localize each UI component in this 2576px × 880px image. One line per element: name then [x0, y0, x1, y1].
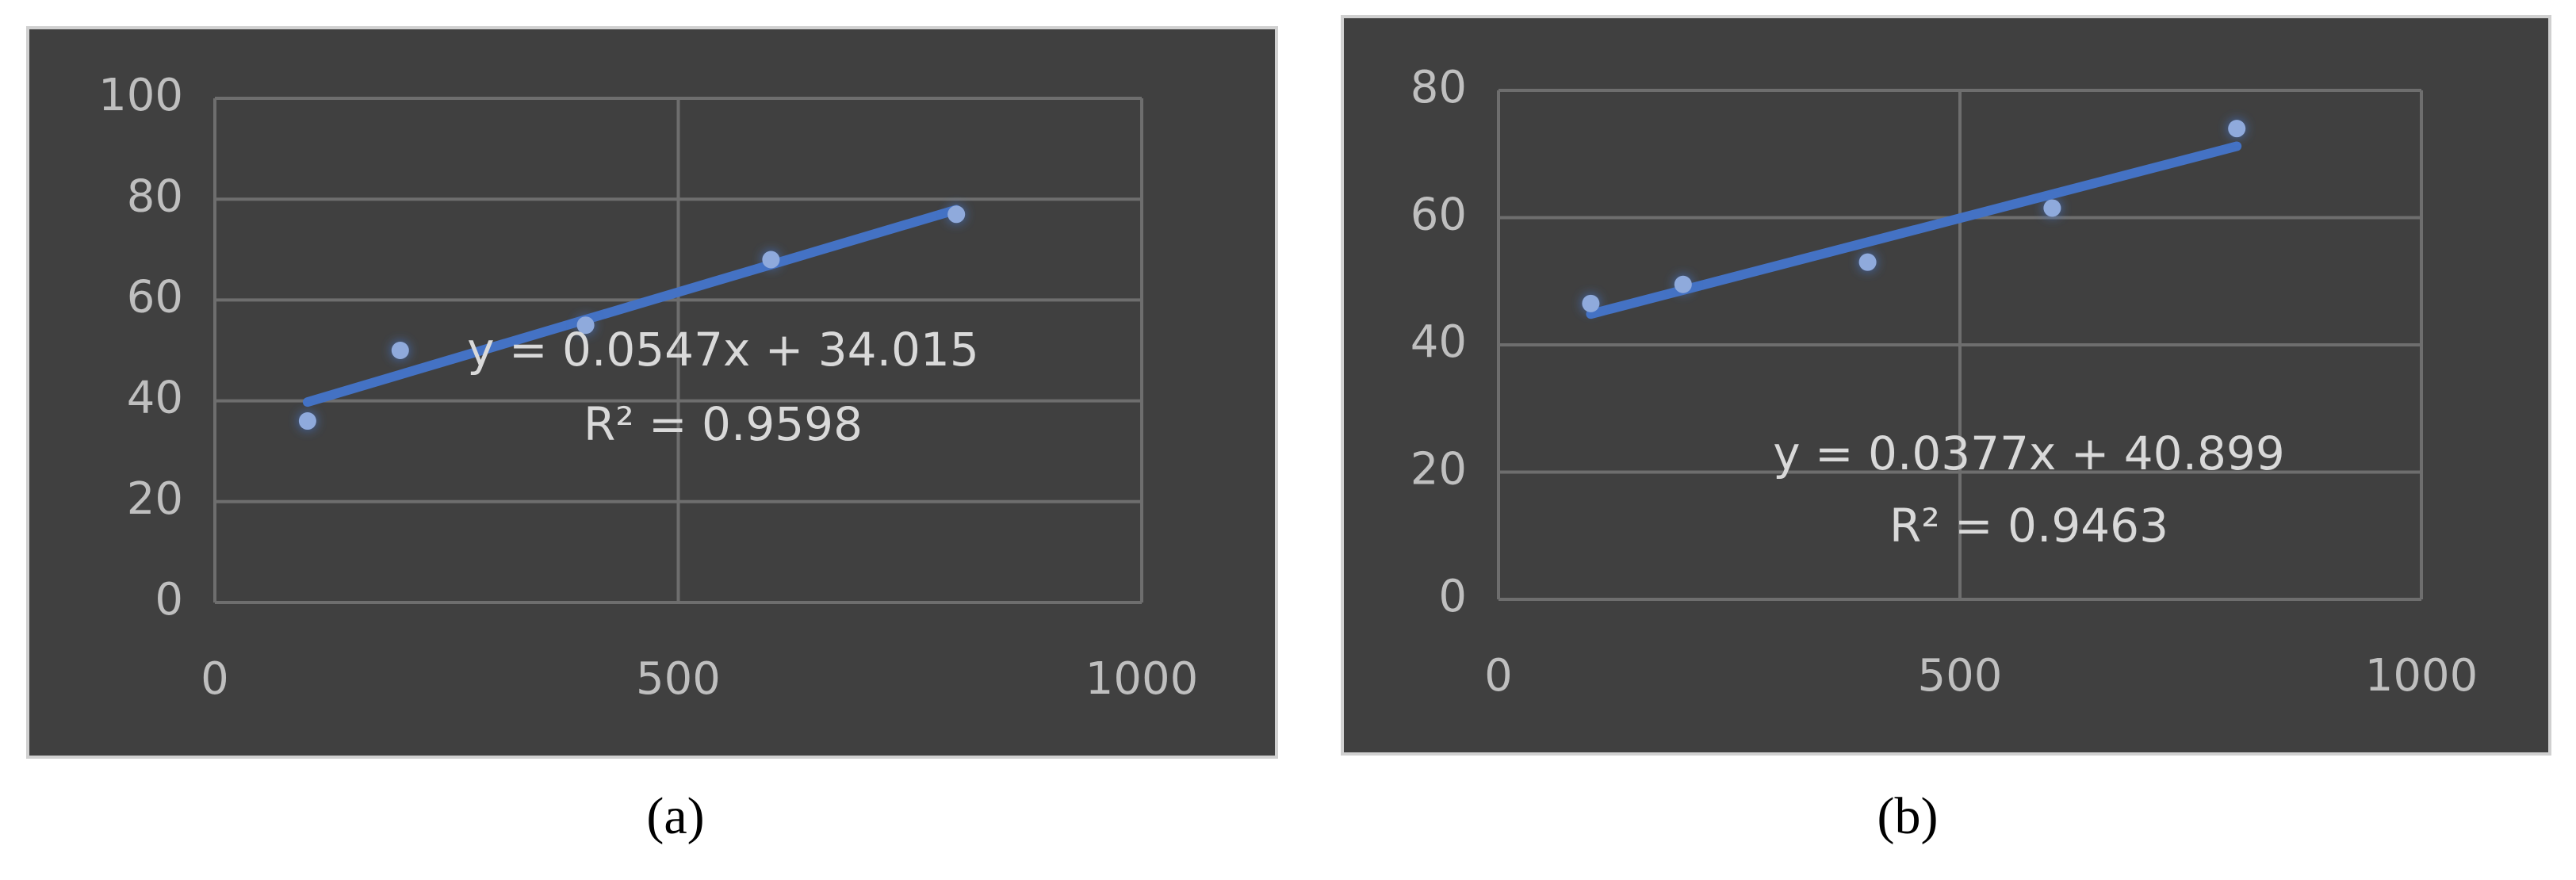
chart: 0 20 40 60 80 0 500 1000 y = 0.0377x + 40.899 R² … [1341, 15, 2551, 845]
data-point [1858, 253, 1877, 271]
x-tick-label: 0 [201, 653, 229, 705]
x-tick-label: 500 [1918, 650, 2003, 702]
caption: (a) [646, 787, 704, 845]
y-tick-label: 100 [98, 70, 183, 121]
trendline [302, 205, 962, 407]
data-point [298, 412, 316, 430]
y-tick-label: 0 [1438, 571, 1467, 622]
trendline-r-squared: R² = 0.9598 [584, 397, 863, 451]
y-tick-label: 20 [1410, 444, 1467, 495]
data-point [1582, 294, 1600, 312]
trendline-equation: y = 0.0377x + 40.899 [1773, 427, 2284, 480]
data-point [391, 342, 409, 359]
data-point [2228, 120, 2246, 138]
x-tick-label: 0 [1484, 650, 1513, 702]
x-tick-label: 1000 [1085, 653, 1199, 705]
y-tick-label: 20 [127, 473, 183, 525]
chart-panel [1341, 15, 2551, 756]
trendline [1586, 141, 2242, 319]
y-tick-label: 60 [127, 272, 183, 323]
data-point [576, 316, 595, 335]
chart-panel [26, 26, 1278, 759]
caption: (b) [1877, 787, 1939, 845]
x-tick-label: 500 [636, 653, 721, 705]
y-tick-label: 0 [155, 574, 183, 626]
data-point [1674, 275, 1692, 293]
trendline-r-squared: R² = 0.9463 [1889, 499, 2168, 553]
data-point [947, 205, 966, 224]
y-tick-label: 40 [1410, 316, 1467, 368]
y-tick-label: 40 [127, 373, 183, 424]
trendline-equation: y = 0.0547x + 34.015 [467, 323, 978, 377]
y-tick-label: 80 [127, 170, 183, 222]
y-tick-label: 60 [1410, 189, 1467, 241]
data-point [2043, 199, 2061, 217]
y-tick-label: 80 [1410, 62, 1467, 113]
x-tick-label: 1000 [2365, 650, 2478, 702]
data-point [762, 251, 780, 269]
